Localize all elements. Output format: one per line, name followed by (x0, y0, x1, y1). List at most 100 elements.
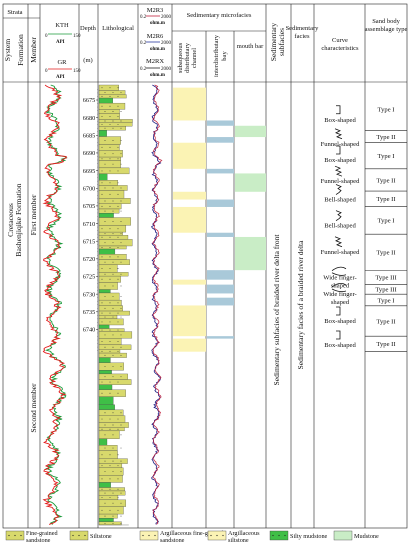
sandbody-types: Type I Type II Type I Type II Type II Type I T… (365, 106, 407, 352)
microfacies-channel-9 (173, 206, 206, 233)
depth-tick-label-6735: 6735 (83, 309, 96, 316)
curve-shape-label-0: Box-shaped (324, 117, 356, 124)
curve-shape-glyph-2 (336, 145, 341, 155)
lithology-bed (98, 499, 127, 507)
sandbody-type-1: Type II (376, 134, 395, 141)
lithology-bed (98, 438, 108, 446)
microfacies-mouthbar-11 (235, 236, 266, 271)
lithology-bed (98, 475, 123, 483)
curve-shape-label-5: Bell-shaped (324, 223, 356, 230)
figure-frame (2, 3, 408, 529)
microfacies-intervals (173, 87, 266, 352)
microfacies-bay-12 (207, 270, 234, 280)
curve-shape-glyph-4 (335, 184, 342, 195)
svg-text:siltstone: siltstone (228, 537, 249, 544)
svg-text:API: API (56, 40, 65, 45)
lithology-bed (98, 248, 116, 255)
legend-swatch-mud (333, 530, 353, 541)
lithology-bed (98, 445, 118, 452)
lithology-bed (98, 331, 133, 339)
microfacies-bay-8 (207, 199, 234, 207)
lithology-bed (98, 109, 120, 114)
lithology-bed (98, 173, 108, 181)
system-cretaceous: Cretaceous (6, 203, 15, 237)
subfacies-header-line1: Sedimentary (269, 23, 278, 62)
sandbody-header-line1: Sand body (372, 18, 400, 25)
microfacies-bay-15 (207, 297, 234, 306)
depth-tick-label-6720: 6720 (83, 256, 96, 263)
microfacies-bay-10 (207, 232, 234, 237)
lithology-bed (98, 310, 130, 316)
lithology-bed (98, 150, 123, 158)
lithology-bed (98, 409, 124, 416)
microfacies-bay-5 (207, 168, 234, 174)
curve-shape-label-3: Funnel-shaped (321, 178, 361, 185)
lithology-bed (98, 235, 129, 240)
lithology-header: Lithological (102, 25, 134, 32)
microfacies-mouthbar-2 (235, 125, 266, 138)
strata-header: Strata (7, 9, 22, 16)
curve-shape-label-10: Box-shaped (324, 342, 356, 349)
svg-text:API: API (56, 75, 65, 80)
svg-text:sandstone: sandstone (160, 537, 185, 544)
lithology-bed (98, 225, 127, 233)
depth-tick-label-6685: 6685 (83, 133, 96, 140)
microfacies-channel-4 (173, 142, 206, 169)
lithology-bed (98, 119, 133, 123)
curve-shape-glyph-1 (334, 128, 343, 140)
depth-tick-label-6690: 6690 (83, 150, 96, 157)
microfacies-mouthbar-6 (235, 173, 266, 192)
sandbody-type-6: Type II (376, 250, 395, 257)
lithology-bed (98, 136, 121, 145)
lithology-bed (98, 289, 111, 294)
curve-shape-label-4: Bell-shaped (324, 197, 356, 204)
legend-label-argsilt: Argillaceous (228, 530, 260, 537)
curve-header-line1: Curve (332, 37, 348, 44)
curve-shape-glyph-3 (334, 165, 343, 177)
svg-text:0.2: 0.2 (140, 67, 147, 72)
depth-unit: (m) (83, 57, 92, 64)
m2r6-curve (151, 84, 162, 525)
svg-text:sandstone: sandstone (26, 537, 51, 544)
lithology-bed (98, 254, 127, 260)
lithology-bed (98, 362, 124, 371)
log-curves (42, 84, 163, 525)
svg-text:shaped: shaped (331, 299, 350, 306)
svg-text:ohm.m: ohm.m (150, 73, 166, 78)
svg-text:M2R6: M2R6 (147, 33, 164, 40)
lithology-bed (98, 245, 127, 250)
sandbody-type-4: Type II (376, 196, 395, 203)
lithology-bed (98, 239, 133, 247)
lithology-bed (98, 213, 114, 218)
formation-bashenjiqike: Bashenjiqike Formation (14, 183, 23, 256)
subfacies-header-line2: subfacies (277, 28, 286, 56)
lithology-bed (98, 160, 121, 169)
lithology-bed (98, 506, 124, 515)
curve-shape-glyph-0 (336, 105, 341, 115)
microfacies-bay-1 (207, 120, 234, 126)
column-grid (3, 4, 407, 528)
sandbody-type-11: Type II (376, 341, 395, 348)
curve-characteristics: Box-shaped Funnel-shaped Box-shaped Funnel-… (321, 105, 361, 349)
lithology-bed (98, 126, 126, 131)
lithology-bed (98, 379, 132, 385)
lithology-bed (98, 167, 130, 175)
microfacies-col-channel-3: channel (191, 48, 198, 68)
depth-scale: 6675 6680 6685 6690 6695 6700 6705 6710 6715 6720… (83, 89, 98, 351)
sandbody-type-0: Type I (378, 106, 395, 113)
sandbody-type-10: Type II (376, 318, 395, 325)
curve-shape-label-8: Wide finger- (323, 291, 356, 298)
lithology-bed (98, 328, 125, 332)
svg-text:GR: GR (57, 59, 67, 66)
lithology-bed (98, 357, 111, 363)
lithology-bed (98, 389, 126, 397)
depth-header: Depth (80, 25, 97, 32)
svg-text:2000: 2000 (161, 67, 172, 72)
lithology-bed (98, 427, 125, 432)
microfacies-channel-18 (173, 338, 206, 352)
depth-tick-label-6730: 6730 (83, 291, 96, 298)
lithology-bed (98, 518, 114, 522)
svg-text:ohm.m: ohm.m (150, 47, 166, 52)
curve-shape-glyph-8 (331, 282, 347, 293)
